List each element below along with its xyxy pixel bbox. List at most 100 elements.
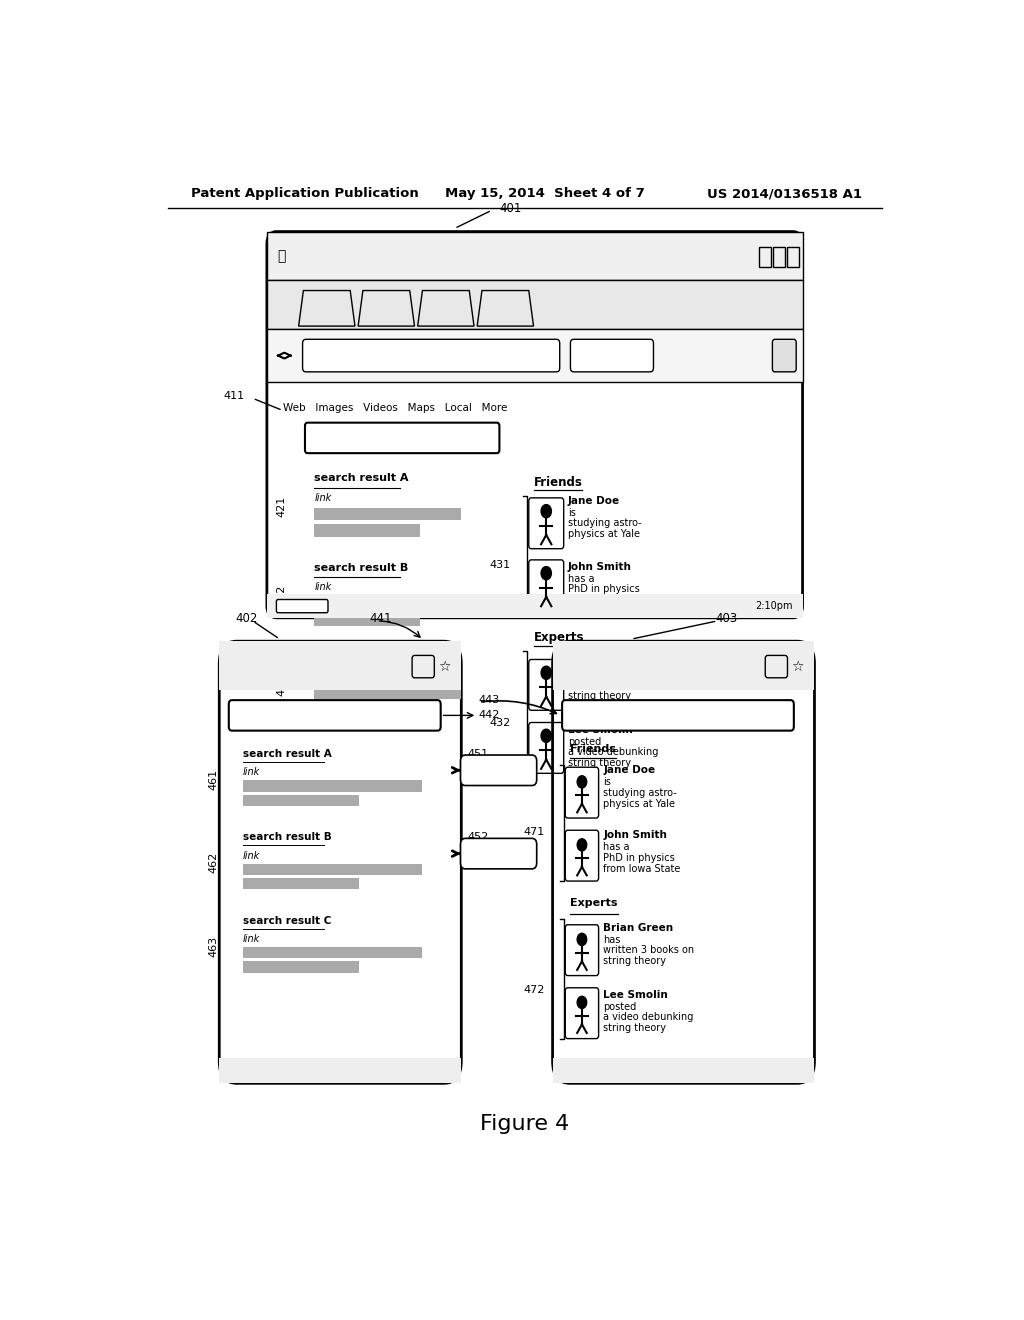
Text: swipe: swipe	[482, 766, 514, 775]
Bar	[243, 863, 422, 875]
Bar	[773, 247, 785, 267]
Text: 🔍: 🔍	[484, 433, 490, 444]
Text: 472: 472	[523, 985, 545, 995]
Text: search result C: search result C	[243, 916, 332, 925]
Text: search result C: search result C	[314, 652, 409, 663]
Text: physics at Yale: physics at Yale	[567, 529, 640, 540]
Text: from Iowa State: from Iowa State	[603, 863, 681, 874]
FancyBboxPatch shape	[228, 700, 440, 731]
Bar	[314, 704, 420, 715]
Bar	[219, 1057, 461, 1084]
Text: string theory: string theory	[603, 1023, 667, 1034]
FancyBboxPatch shape	[562, 700, 794, 731]
FancyBboxPatch shape	[461, 838, 537, 869]
Text: Patent Application Publication: Patent Application Publication	[191, 187, 419, 201]
Text: posted: posted	[567, 737, 601, 747]
Text: 463: 463	[209, 936, 219, 957]
Circle shape	[578, 933, 587, 945]
Bar	[314, 524, 420, 536]
Text: written 3 books on: written 3 books on	[603, 945, 694, 956]
Text: has: has	[603, 935, 621, 945]
FancyBboxPatch shape	[772, 339, 797, 372]
Text: Friends: Friends	[535, 475, 584, 488]
Text: 431: 431	[489, 560, 511, 570]
Text: Lee Smolin: Lee Smolin	[603, 990, 668, 999]
FancyBboxPatch shape	[461, 755, 537, 785]
Text: string theory: string theory	[567, 690, 631, 701]
Text: link: link	[314, 582, 332, 593]
Text: 461: 461	[209, 768, 219, 789]
Text: Experts: Experts	[570, 899, 617, 908]
Text: link: link	[314, 492, 332, 503]
Bar	[243, 780, 422, 792]
Text: 🖥: 🖥	[276, 249, 286, 263]
Bar	[314, 508, 461, 520]
Bar	[267, 329, 803, 381]
Text: has a: has a	[603, 842, 630, 853]
Text: Jane Doe: Jane Doe	[567, 496, 620, 506]
Bar	[243, 961, 359, 973]
Text: studying astro-: studying astro-	[567, 519, 641, 528]
FancyBboxPatch shape	[305, 422, 500, 453]
Text: 411: 411	[223, 391, 245, 401]
Text: 451: 451	[468, 748, 488, 759]
Text: PhD in physics: PhD in physics	[567, 585, 639, 594]
Bar	[267, 280, 803, 329]
Text: 442: 442	[479, 710, 500, 721]
Text: PhD in physics: PhD in physics	[603, 853, 675, 862]
Text: Brian Green: Brian Green	[603, 923, 674, 933]
Bar	[553, 1057, 814, 1084]
Text: Lee Smolin: Lee Smolin	[567, 725, 633, 734]
Text: has a: has a	[567, 574, 594, 585]
Text: a video debunking: a video debunking	[567, 747, 658, 756]
Bar	[314, 686, 461, 700]
Bar	[243, 795, 359, 805]
Text: a video debunking: a video debunking	[603, 1012, 693, 1022]
Text: Jane Doe: Jane Doe	[603, 766, 655, 775]
Bar	[243, 878, 359, 890]
Bar	[267, 594, 803, 618]
Text: 🔍: 🔍	[434, 710, 440, 721]
Circle shape	[541, 504, 551, 517]
Bar	[219, 642, 461, 690]
Bar	[243, 948, 422, 958]
Text: X: X	[479, 351, 486, 360]
Text: May 15, 2014  Sheet 4 of 7: May 15, 2014 Sheet 4 of 7	[445, 187, 645, 201]
Text: link: link	[243, 767, 260, 777]
Text: search result B: search result B	[314, 562, 409, 573]
Text: Web   Images   Videos   Maps   Local   More: Web Images Videos Maps Local More	[283, 404, 507, 413]
Text: 443: 443	[479, 696, 500, 705]
Text: link: link	[243, 850, 260, 861]
Text: search result B: search result B	[243, 833, 332, 842]
Text: Brian Green: Brian Green	[567, 657, 638, 668]
Circle shape	[578, 838, 587, 851]
Text: string theory: string theory	[323, 433, 390, 444]
Circle shape	[578, 776, 587, 788]
Text: swipe: swipe	[482, 849, 514, 858]
Bar	[759, 247, 771, 267]
Text: ☆: ☆	[791, 660, 803, 673]
Text: posted: posted	[603, 1002, 637, 1012]
Text: Figure 4: Figure 4	[480, 1114, 569, 1134]
Text: is: is	[603, 777, 611, 788]
Text: 441: 441	[370, 612, 392, 626]
Text: string theory: string theory	[603, 956, 667, 966]
Bar	[314, 598, 461, 610]
Text: 2:10pm: 2:10pm	[756, 601, 793, 611]
Text: ☆: ☆	[437, 660, 451, 673]
Text: studying astro-: studying astro-	[603, 788, 677, 797]
Bar	[267, 231, 803, 280]
Text: search result A: search result A	[314, 474, 409, 483]
Circle shape	[541, 729, 551, 742]
Text: c: c	[441, 351, 446, 360]
Circle shape	[541, 667, 551, 680]
Bar	[553, 642, 814, 690]
FancyBboxPatch shape	[276, 599, 328, 612]
Circle shape	[578, 997, 587, 1008]
FancyBboxPatch shape	[570, 339, 653, 372]
Text: 432: 432	[489, 718, 511, 727]
Text: is: is	[567, 508, 575, 517]
Text: string theory: string theory	[242, 710, 304, 721]
Text: 452: 452	[468, 833, 488, 842]
Text: 462: 462	[209, 853, 219, 874]
